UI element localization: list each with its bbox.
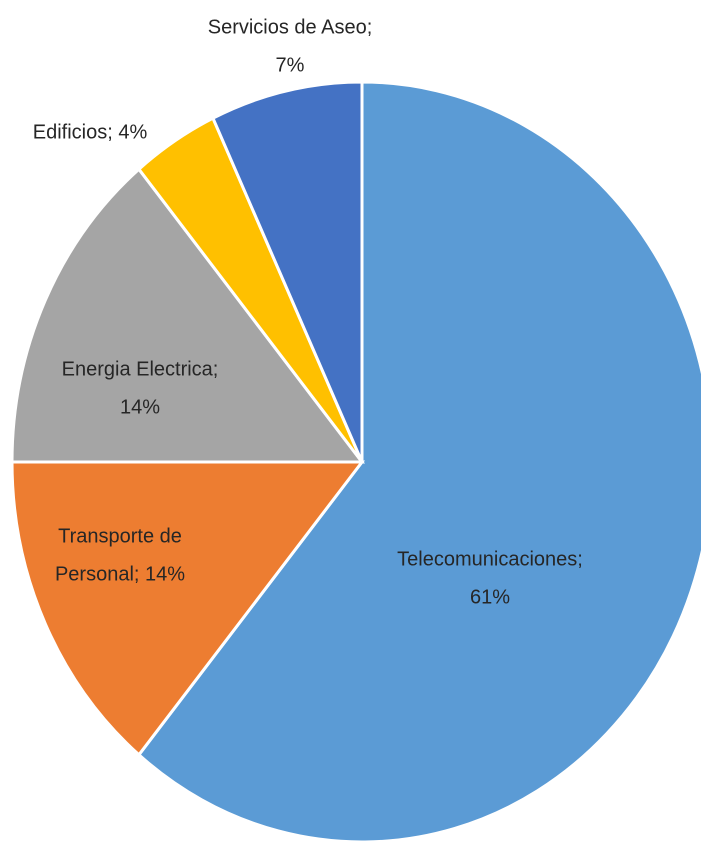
data-label: 61% (470, 586, 510, 608)
data-label: Servicios de Aseo; (208, 16, 373, 38)
data-label: Personal; 14% (55, 563, 185, 585)
pie-slice (10, 167, 366, 464)
pie-slice (136, 80, 701, 841)
pie-slice (211, 80, 364, 463)
pie-slice (10, 460, 366, 757)
data-label: Transporte de (58, 525, 182, 547)
data-label: 7% (276, 54, 305, 76)
data-label: Energia Electrica; (62, 358, 219, 380)
data-label: Edificios; 4% (33, 121, 148, 143)
data-label: 14% (120, 396, 160, 418)
data-label: Telecomunicaciones; (397, 548, 583, 570)
